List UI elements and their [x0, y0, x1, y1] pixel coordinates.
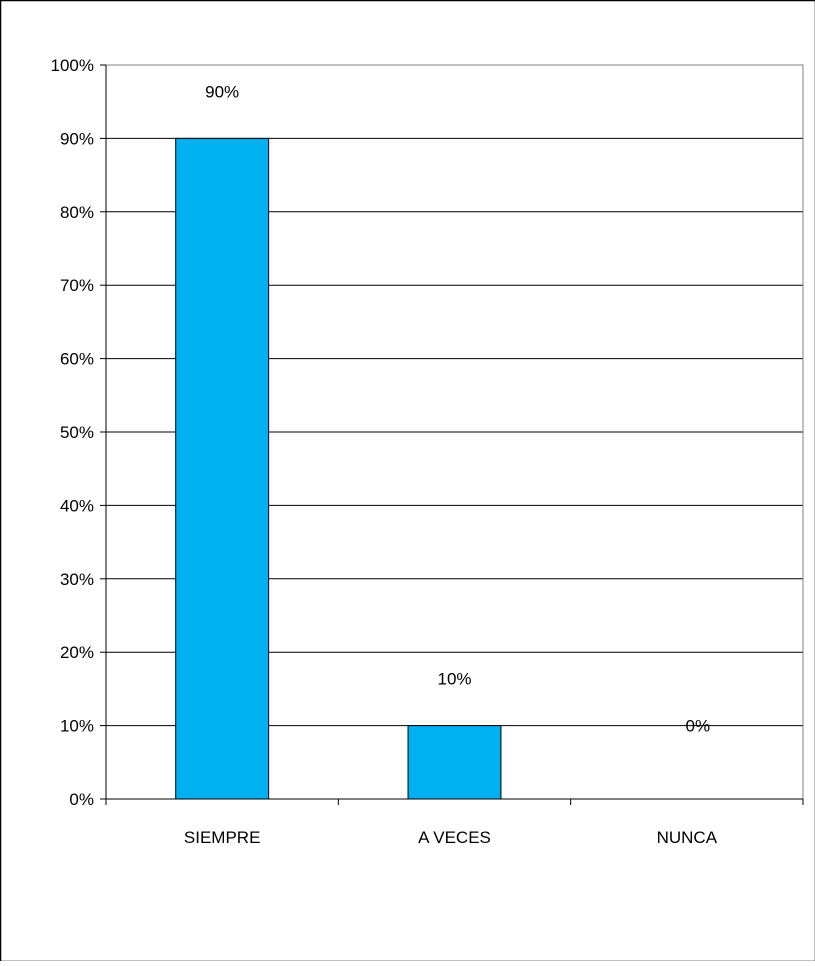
y-tick-label: 20%: [60, 643, 94, 662]
y-tick-label: 90%: [60, 129, 94, 148]
y-tick-label: 30%: [60, 570, 94, 589]
y-tick-label: 80%: [60, 203, 94, 222]
data-label: 0%: [686, 717, 711, 736]
y-tick-label: 40%: [60, 496, 94, 515]
x-category-label: A VECES: [418, 828, 491, 847]
y-tick-label: 60%: [60, 350, 94, 369]
y-tick-label: 100%: [51, 56, 94, 75]
y-tick-label: 0%: [69, 790, 94, 809]
y-tick-label: 10%: [60, 717, 94, 736]
x-category-label: NUNCA: [657, 828, 718, 847]
bar-siempre: [176, 138, 269, 799]
y-tick-label: 50%: [60, 423, 94, 442]
data-label: 10%: [437, 670, 471, 689]
bar-a-veces: [408, 726, 501, 799]
data-label: 90%: [205, 82, 239, 101]
x-category-label: SIEMPRE: [184, 828, 261, 847]
y-tick-label: 70%: [60, 276, 94, 295]
